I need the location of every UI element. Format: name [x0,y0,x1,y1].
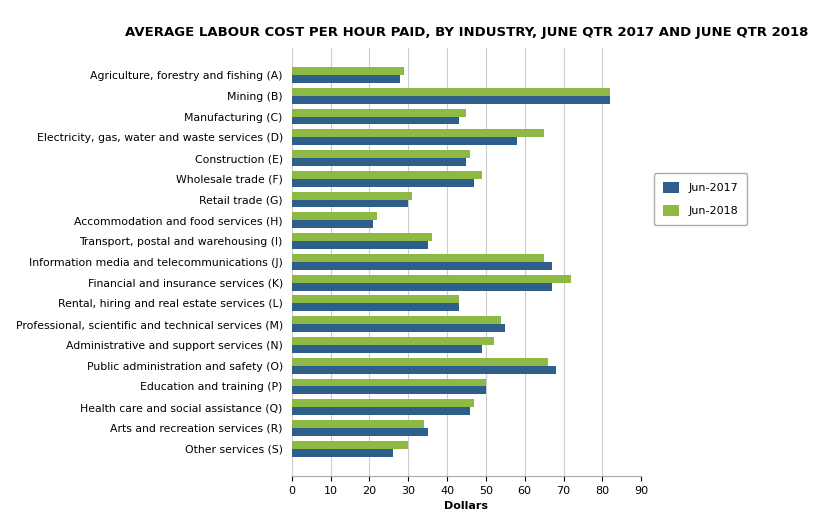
Bar [292,241,427,249]
Bar [292,420,424,428]
Bar [292,304,459,311]
Bar [292,441,409,449]
Bar [292,191,412,199]
Bar [292,296,459,304]
Bar [292,366,556,373]
Bar [292,108,466,116]
Bar [292,220,373,228]
Bar [292,324,506,332]
Bar [292,88,610,96]
Bar [292,345,482,353]
Bar [292,130,544,137]
X-axis label: Dollars: Dollars [445,501,488,512]
Bar [292,199,409,207]
Bar [292,358,548,366]
Bar [292,428,427,436]
Bar [292,150,470,158]
Bar [292,449,393,457]
Bar [292,179,474,187]
Bar [292,407,470,415]
Bar [292,75,400,83]
Bar [292,275,571,282]
Bar [292,158,466,166]
Bar [292,137,517,145]
Bar [292,262,552,270]
Bar [292,337,494,345]
Bar [292,282,552,290]
Bar [292,233,432,241]
Bar [292,379,486,387]
Bar [292,399,474,407]
Bar [292,116,459,124]
Legend: Jun-2017, Jun-2018: Jun-2017, Jun-2018 [653,173,746,225]
Bar [292,96,610,104]
Bar [292,316,501,324]
Bar [292,254,544,262]
Title: AVERAGE LABOUR COST PER HOUR PAID, BY INDUSTRY, JUNE QTR 2017 AND JUNE QTR 2018: AVERAGE LABOUR COST PER HOUR PAID, BY IN… [125,26,808,40]
Bar [292,171,482,179]
Bar [292,387,486,394]
Bar [292,213,377,220]
Bar [292,67,404,75]
